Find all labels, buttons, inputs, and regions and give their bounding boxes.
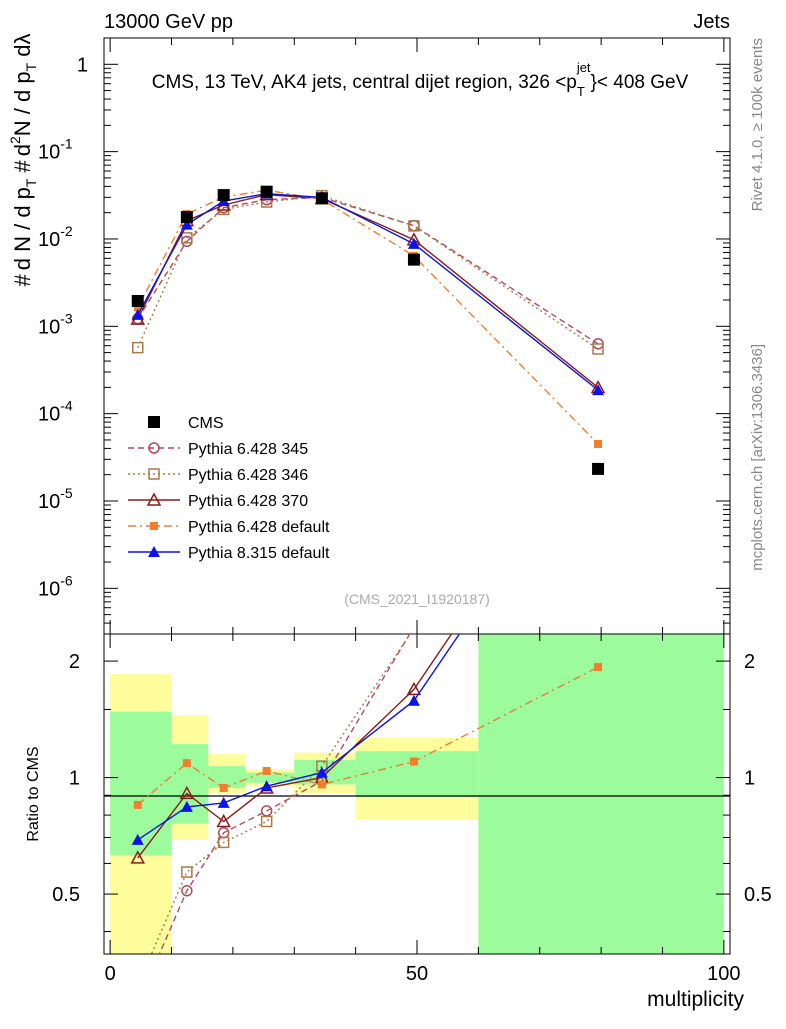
ratio-y-axis-label: Ratio to CMS [25, 746, 42, 841]
green-band-6 [478, 634, 724, 954]
ratio-point-pythia-6-428-default [594, 663, 603, 672]
ratio-point-pythia-6-428-346 [133, 981, 143, 991]
ratio-y-tick-label-right: 0.5 [744, 884, 772, 906]
legend-label-pythia-6-428-default: Pythia 6.428 default [188, 519, 330, 536]
main-point-pythia-6-428-345 [408, 219, 420, 232]
ratio-point-pythia-8-315-default [180, 800, 193, 812]
ratio-point-pythia-8-315-default [407, 694, 420, 706]
main-point-pythia-6-428-346 [132, 341, 144, 354]
main-point-pythia-6-428-346 [592, 343, 604, 355]
x-tick-label: 100 [707, 963, 740, 985]
ratio-point-pythia-6-428-346 [217, 836, 230, 849]
green-band-0 [110, 711, 172, 856]
legend: CMS Pythia 6.428 345 Pythia 6.428 346 Pythi… [128, 415, 330, 562]
ratio-y-tick-label-right: 2 [744, 651, 755, 673]
ratio-point-pythia-6-428-346 [260, 815, 273, 828]
legend-label-pythia-6-428-345: Pythia 6.428 345 [188, 441, 308, 458]
legend-marker-pythia-6-428-default [150, 522, 158, 530]
ratio-point-pythia-6-428-345 [181, 884, 193, 897]
main-series-layer [130, 185, 606, 475]
main-point-pythia-8-315-default [592, 384, 605, 396]
ratio-y-tick-label-left: 1 [69, 768, 80, 790]
ratio-y-tick-label-left: 2 [69, 651, 80, 673]
x-axis-label: multiplicity [647, 988, 744, 1011]
main-y-tick-label: 10-3 [38, 310, 73, 338]
green-band-3 [245, 772, 295, 783]
ratio-point-pythia-8-315-default [315, 766, 328, 778]
ratio-point-pythia-6-428-370 [406, 681, 422, 696]
legend-label-pythia-6-428-346: Pythia 6.428 346 [188, 467, 308, 484]
ratio-point-pythia-6-428-346 [593, 241, 603, 251]
main-point-cms [260, 185, 273, 198]
rivet-label: Rivet 4.1.0, ≥ 100k events [749, 38, 766, 211]
main-point-cms [131, 294, 144, 307]
main-point-cms [217, 189, 230, 202]
main-line-pythia-6-428-default [137, 189, 599, 445]
legend-marker-pythia-6-428-370 [146, 492, 162, 506]
chart-title: CMS, 13 TeV, AK4 jets, central dijet reg… [152, 60, 689, 99]
green-band-2 [208, 766, 246, 788]
legend-label-pythia-8-315-default: Pythia 8.315 default [188, 545, 330, 562]
ratio-point-pythia-6-428-default [133, 800, 142, 809]
ratio-point-pythia-6-428-345 [593, 219, 603, 229]
main-point-pythia-6-428-default [594, 439, 603, 448]
main-y-tick-label: 10-1 [38, 136, 73, 164]
ratio-point-pythia-8-315-default [131, 833, 144, 845]
ratio-y-tick-label-right: 1 [744, 768, 755, 790]
ratio-point-pythia-6-428-default [262, 766, 271, 775]
main-point-cms [592, 462, 605, 475]
legend-label-pythia-6-428-370: Pythia 6.428 370 [188, 493, 308, 510]
legend-marker-pythia-8-315-default [148, 546, 160, 557]
axis-ticks: 0 50 100 10-6 10-5 10-4 10-3 10-2 10-1 1 0.5 0.5 1 1 2… [38, 37, 772, 985]
main-y-tick-label: 10-4 [38, 398, 73, 426]
ratio-point-pythia-6-428-default [409, 757, 418, 766]
ratio-point-pythia-8-315-default [592, 424, 604, 435]
x-tick-label: 0 [105, 963, 116, 985]
main-y-tick-label: 1 [77, 54, 88, 76]
ratio-point-pythia-8-315-default [217, 796, 230, 808]
ratio-point-pythia-6-428-345 [133, 999, 143, 1009]
main-point-pythia-8-315-default [131, 308, 144, 320]
ratio-point-pythia-6-428-default [317, 780, 326, 789]
main-y-tick-label: 10-2 [38, 223, 73, 251]
analysis-id: (CMS_2021_I1920187) [344, 591, 490, 607]
ratio-point-pythia-6-428-370 [592, 412, 604, 423]
main-y-axis-label: #d N / d pT#d2N / d pT dλ [7, 34, 39, 287]
main-line-pythia-6-428-346 [137, 194, 599, 350]
main-point-cms [180, 211, 193, 224]
legend-marker-pythia-6-428-346 [148, 468, 160, 480]
main-y-tick-label: 10-5 [38, 485, 73, 513]
main-y-tick-label: 10-6 [38, 572, 73, 600]
main-point-pythia-8-315-default [180, 218, 193, 230]
x-tick-label: 50 [406, 963, 428, 985]
ratio-point-pythia-6-428-370 [130, 850, 146, 864]
main-line-pythia-6-428-370 [137, 193, 599, 389]
main-point-pythia-8-315-default [407, 237, 420, 249]
svg-text:#d N / d pT#d2N / d pT dλ: #d N / d pT#d2N / d pT dλ [7, 34, 39, 287]
ratio-point-pythia-6-428-370 [216, 813, 231, 828]
main-point-pythia-6-428-346 [181, 232, 193, 244]
ratio-uncertainty-bands [110, 634, 724, 954]
ratio-point-pythia-6-428-370 [179, 785, 195, 800]
main-point-cms [407, 253, 420, 266]
ratio-point-pythia-8-315-default [260, 780, 273, 792]
main-point-pythia-6-428-default [133, 303, 142, 312]
ratio-point-pythia-6-428-346 [181, 866, 193, 878]
ratio-line-pythia-6-428-345 [158, 634, 411, 954]
main-point-cms [315, 192, 328, 205]
header-right: Jets [693, 11, 730, 33]
legend-marker-cms [148, 416, 160, 428]
ratio-series-layer [130, 219, 604, 1009]
main-point-pythia-6-428-346 [408, 220, 420, 232]
mcplots-label: mcplots.cern.ch [arXiv:1306.3436] [749, 344, 766, 571]
ratio-y-tick-label-left: 0.5 [52, 884, 80, 906]
legend-marker-pythia-6-428-345 [148, 442, 160, 454]
ratio-point-pythia-6-428-default [219, 783, 228, 792]
ratio-point-pythia-6-428-default [182, 759, 191, 768]
legend-label-cms: CMS [188, 415, 224, 432]
header-left: 13000 GeV pp [104, 11, 233, 33]
